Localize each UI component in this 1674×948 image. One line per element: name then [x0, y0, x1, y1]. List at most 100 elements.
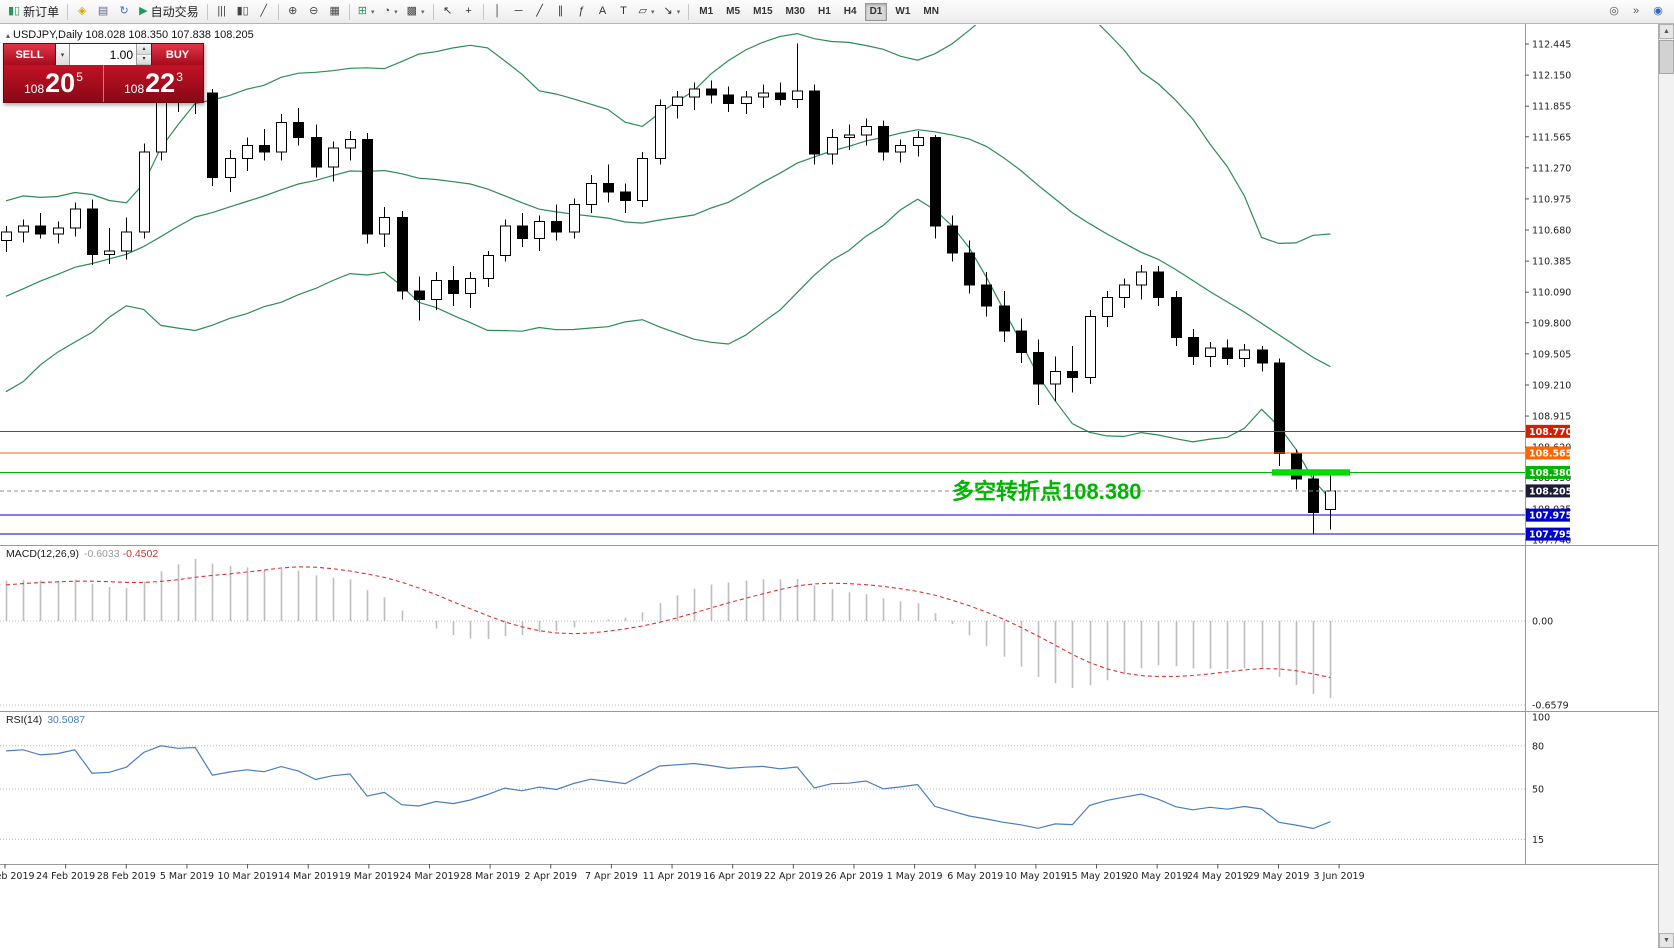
- candle: [1, 231, 12, 242]
- price-tick-label: 112.445: [1532, 40, 1571, 51]
- cursor-button[interactable]: ↖: [438, 2, 458, 22]
- quick-search-button[interactable]: ◎: [1604, 2, 1624, 22]
- timeframe-d1-button[interactable]: D1: [864, 2, 888, 21]
- timeframe-m30-button[interactable]: M30: [781, 3, 810, 21]
- candle: [1188, 337, 1199, 358]
- buy-price-display[interactable]: 108 22 3: [104, 65, 203, 102]
- collapse-icon[interactable]: ▴: [6, 31, 11, 40]
- macd-value: -0.6033: [83, 548, 120, 560]
- zoom-in-button[interactable]: ⊕: [283, 2, 303, 22]
- timeframe-h1-button[interactable]: H1: [813, 3, 836, 21]
- candle: [723, 94, 734, 105]
- candle: [999, 305, 1010, 332]
- horizontal-line-button[interactable]: ─: [509, 2, 529, 22]
- scroll-up-button[interactable]: ▲: [1659, 24, 1674, 39]
- zoom-out-button[interactable]: ⊖: [304, 2, 324, 22]
- label-button[interactable]: T: [614, 2, 634, 22]
- candle: [139, 151, 150, 233]
- timeframe-w1-button[interactable]: W1: [890, 3, 915, 21]
- charts-window-button[interactable]: ▤: [93, 2, 113, 22]
- channel-button[interactable]: ∥: [551, 2, 571, 22]
- scroll-down-button[interactable]: ▼: [1659, 933, 1674, 948]
- price-tick-label: 110.385: [1532, 257, 1571, 268]
- indicators-button[interactable]: ⊞ ▾: [354, 2, 379, 22]
- rsi-indicator-label: RSI(14) 30.5087: [6, 714, 85, 726]
- candle: [603, 183, 614, 193]
- price-tick-label: 111.565: [1532, 132, 1571, 143]
- toolbar-right-group: ◎ » ◉: [1604, 2, 1670, 22]
- trendline-button[interactable]: ╱: [530, 2, 550, 22]
- help-button-icon: ◉: [1653, 5, 1663, 17]
- timeframe-h4-button[interactable]: H4: [839, 3, 862, 21]
- timeframe-m15-button[interactable]: M15: [748, 3, 777, 21]
- vertical-scrollbar[interactable]: ▲ ▼: [1658, 24, 1674, 948]
- price-tick-label: 110.680: [1532, 226, 1571, 237]
- toolbar-overflow-button[interactable]: »: [1626, 2, 1646, 22]
- rsi-line: [5, 745, 1331, 830]
- trade-controls-row: SELL ▾ ▴ ▾ BUY: [4, 44, 203, 65]
- sell-button[interactable]: SELL: [4, 44, 56, 65]
- candle: [827, 136, 838, 155]
- toolbar-separator: [432, 3, 434, 20]
- autotrading-button[interactable]: ▶ 自动交易: [135, 2, 202, 22]
- highlighted-level-segment[interactable]: [1272, 469, 1350, 476]
- periods-button[interactable]: ◔ ▾: [379, 2, 401, 22]
- vertical-line-button[interactable]: │: [488, 2, 508, 22]
- macd-signal-line: [5, 566, 1331, 679]
- buy-button[interactable]: BUY: [151, 44, 203, 65]
- templates-button[interactable]: ▩ ▾: [403, 2, 429, 22]
- candle: [586, 183, 597, 206]
- sell-price-display[interactable]: 108 20 5: [4, 65, 103, 102]
- buy-price-big: 22: [145, 68, 176, 98]
- arrows-button[interactable]: ↘ ▾: [660, 2, 685, 22]
- help-button[interactable]: ◉: [1648, 2, 1668, 22]
- price-divider: [103, 65, 104, 102]
- bars-chart-button[interactable]: |||: [212, 2, 232, 22]
- autotrading-button-label: 自动交易: [150, 5, 199, 19]
- candle: [620, 191, 631, 202]
- candle: [121, 231, 132, 252]
- price-level-badge: [1526, 508, 1570, 522]
- bollinger-bands: [5, 25, 1331, 500]
- candle: [1119, 284, 1130, 298]
- date-tick-label: 24 Feb 2019: [36, 871, 95, 882]
- volume-decrease-button[interactable]: ▾: [137, 54, 151, 65]
- refresh-button[interactable]: ↻: [114, 2, 134, 22]
- price-tick-label: 110.975: [1532, 194, 1571, 205]
- candle: [981, 284, 992, 307]
- volume-dropdown-button[interactable]: ▾: [56, 44, 70, 65]
- candle: [431, 280, 442, 301]
- candle: [655, 105, 666, 159]
- toolbar-separator: [482, 3, 484, 20]
- candle: [1257, 349, 1268, 364]
- chart-annotation-text: 多空转折点108.380: [952, 479, 1142, 504]
- line-chart-button[interactable]: ╱: [254, 2, 274, 22]
- candle: [328, 147, 339, 168]
- volume-input[interactable]: [70, 44, 136, 65]
- trendline-button-icon: ╱: [536, 5, 543, 17]
- zoom-out-button-icon: ⊖: [309, 5, 319, 17]
- volume-increase-button[interactable]: ▴: [137, 44, 151, 55]
- shapes-button[interactable]: ▱ ▾: [635, 2, 659, 22]
- timeframe-m1-button[interactable]: M1: [694, 3, 718, 21]
- candle: [500, 225, 511, 256]
- scrollbar-thumb[interactable]: [1659, 40, 1674, 74]
- text-button[interactable]: A: [593, 2, 613, 22]
- timeframe-mn-button[interactable]: MN: [918, 3, 944, 21]
- date-tick-label: 6 May 2019: [947, 871, 1003, 882]
- crosshair-button[interactable]: +: [459, 2, 479, 22]
- tile-windows-button[interactable]: ▦: [325, 2, 345, 22]
- candles-chart-button[interactable]: ▮▯: [233, 2, 253, 22]
- profiles-button[interactable]: ◈: [72, 2, 92, 22]
- fibonacci-button[interactable]: ƒ: [572, 2, 592, 22]
- cursor-button-icon: ↖: [442, 5, 453, 17]
- candle: [53, 227, 64, 235]
- candle: [861, 126, 872, 136]
- timeframe-m5-button[interactable]: M5: [721, 3, 745, 21]
- date-tick-label: 2 Apr 2019: [524, 871, 577, 882]
- macd-axis-label: -0.6579: [1532, 701, 1569, 712]
- sell-price-sup: 5: [76, 70, 83, 84]
- new-order-button[interactable]: ▮▯ 新订单: [4, 2, 63, 22]
